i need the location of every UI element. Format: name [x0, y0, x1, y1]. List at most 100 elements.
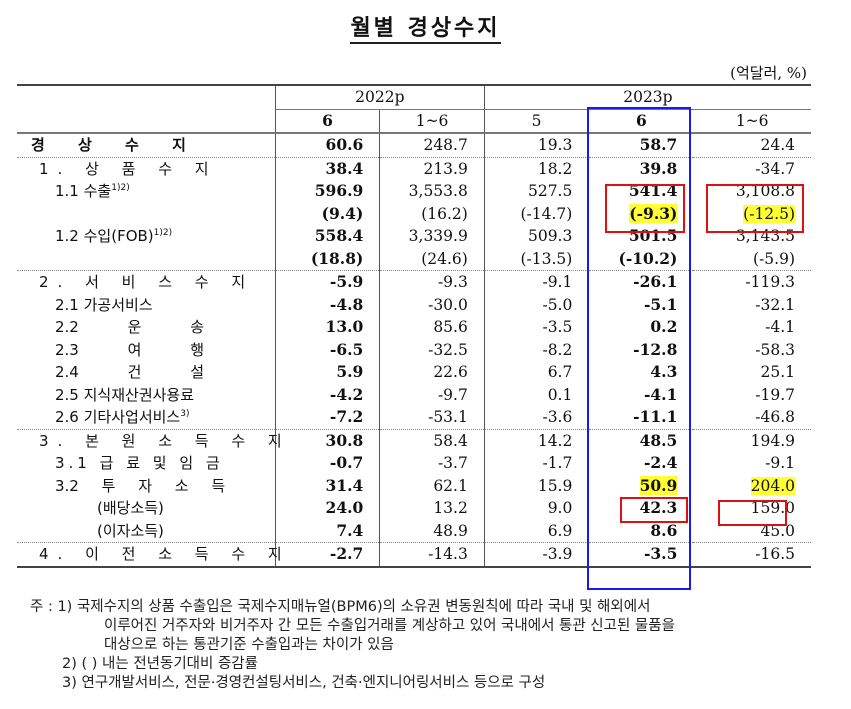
cell: -4.1 — [765, 318, 795, 336]
cell: (-14.7) — [483, 202, 589, 225]
cell: 19.3 — [483, 133, 589, 157]
header-year-row: 2022p 2023p — [17, 84, 811, 134]
cell: 213.9 — [379, 156, 485, 180]
cell: 30.8 — [274, 428, 380, 452]
cell: -119.3 — [693, 270, 811, 294]
cell-highlighted: (-9.3) — [588, 202, 694, 225]
cell: 48.5 — [588, 428, 694, 452]
cell: -1.7 — [483, 452, 589, 475]
footnote-1-line2: 이루어진 거주자와 비거주자 간 모든 수출입거래를 계상하고 있어 국내에서 … — [104, 618, 675, 634]
cell: 527.5 — [483, 180, 589, 203]
cell: 14.2 — [483, 428, 589, 452]
table-row-exports-growth: (9.4) (16.2) (-14.7) (-9.3) (-12.5) — [17, 202, 811, 225]
cell: 8.6 — [588, 519, 694, 543]
cell: 159.0 — [750, 499, 795, 517]
cell: 194.9 — [693, 428, 811, 452]
row-label: 4. 이 전 소 득 수 지 — [17, 542, 282, 568]
cell: -14.3 — [379, 542, 485, 568]
cell-highlighted: 50.9 — [588, 474, 694, 497]
footnotes: 주 : 1) 국제수지의 상품 수출입은 국제수지매뉴얼(BPM6)의 소유권 … — [30, 598, 675, 693]
cell: 45.0 — [760, 521, 795, 540]
page-title: 월별 경상수지 — [0, 10, 851, 44]
table-row-ip-charges: 2.5 지식재산권사용료 -4.2 -9.7 0.1 -4.1 -19.7 — [17, 383, 811, 406]
row-label: 2.3 여 행 — [55, 340, 204, 359]
cell: -2.4 — [588, 452, 694, 475]
table-row-imports-growth: (18.8) (24.6) (-13.5) (-10.2) (-5.9) — [17, 247, 811, 271]
footnote-3: 3) 연구개발서비스, 전문·경영컨설팅서비스, 건축·엔지니어링서비스 등으로… — [62, 675, 546, 691]
cell: 18.2 — [483, 156, 589, 180]
row-label: 2.1 가공서비스 — [55, 295, 153, 314]
cell: -9.7 — [379, 383, 485, 406]
table-row-exports: 1.1 수출1)2) 596.9 3,553.8 527.5 541.4 3,1… — [17, 180, 811, 203]
cell: -9.1 — [765, 454, 795, 472]
cell: -0.7 — [274, 452, 380, 475]
cell: 3,553.8 — [379, 180, 485, 203]
footnote-1-line3: 대상으로 하는 통관기준 수출입과는 차이가 있음 — [104, 637, 394, 653]
row-label: 2. 서 비 스 수 지 — [17, 270, 276, 294]
table-row-primary-income: 3. 본 원 소 득 수 지 30.8 58.4 14.2 48.5 194.9 — [17, 428, 811, 452]
cell: 0.2 — [588, 316, 694, 339]
cell: -4.2 — [274, 383, 380, 406]
table-row-manufacturing-services: 2.1 가공서비스 -4.8 -30.0 -5.0 -5.1 -32.1 — [17, 293, 811, 316]
header-col-2023-1-6: 1~6 — [693, 109, 811, 134]
cell: 3,143.5 — [735, 227, 795, 245]
cell: 62.1 — [379, 474, 485, 497]
cell: -3.5 — [588, 542, 694, 568]
cell: 558.4 — [274, 225, 380, 248]
row-label: (이자소득) — [97, 521, 164, 540]
cell: (16.2) — [379, 202, 485, 225]
row-label: 3.1 급 료 및 임 금 — [55, 454, 224, 472]
cell: -9.3 — [379, 270, 485, 294]
cell: 5.9 — [274, 361, 380, 384]
cell: 31.4 — [274, 474, 380, 497]
cell: -3.9 — [483, 542, 589, 568]
cell: -8.2 — [483, 338, 589, 361]
header-col-2023-6: 6 — [588, 109, 694, 134]
cell: -16.5 — [693, 542, 811, 568]
cell: 0.1 — [483, 383, 589, 406]
cell: 48.9 — [379, 519, 485, 543]
row-label: 3. 본 원 소 득 수 지 — [17, 428, 282, 452]
cell: 13.2 — [379, 497, 485, 520]
table-row-imports: 1.2 수입(FOB)1)2) 558.4 3,339.9 509.3 501.… — [17, 225, 811, 248]
cell: 9.0 — [483, 497, 589, 520]
cell: -32.1 — [755, 295, 795, 314]
cell: 58.7 — [588, 133, 694, 157]
cell: -58.3 — [755, 340, 795, 359]
table-row-secondary-income: 4. 이 전 소 득 수 지 -2.7 -14.3 -3.9 -3.5 -16.… — [17, 542, 811, 568]
cell: 25.1 — [760, 363, 795, 381]
cell: -30.0 — [379, 293, 485, 316]
cell: 4.3 — [588, 361, 694, 384]
footnote-ref: 1)2) — [153, 228, 173, 238]
cell: 22.6 — [379, 361, 485, 384]
cell: -9.1 — [483, 270, 589, 294]
table-row-construction: 2.4 건 설 5.9 22.6 6.7 4.3 25.1 — [17, 361, 811, 384]
cell: 509.3 — [483, 225, 589, 248]
row-label: 1.1 수출1)2) — [55, 182, 130, 200]
cell: 3,108.8 — [735, 182, 795, 200]
header-col-2023-5: 5 — [483, 109, 589, 134]
cell: -19.7 — [755, 385, 795, 404]
header-blank — [17, 84, 276, 134]
cell: 42.3 — [588, 497, 694, 520]
header-col-2022-6: 6 — [274, 109, 380, 134]
table-row-transport: 2.2 운 송 13.0 85.6 -3.5 0.2 -4.1 — [17, 316, 811, 339]
cell: 24.0 — [274, 497, 380, 520]
cell: -7.2 — [274, 406, 380, 429]
cell: 6.7 — [483, 361, 589, 384]
cell: (-13.5) — [483, 247, 589, 271]
cell: -3.6 — [483, 406, 589, 429]
header-month-row: 6 1~6 5 6 1~6 — [17, 109, 811, 134]
cell: -5.1 — [588, 293, 694, 316]
table-row-interest: (이자소득) 7.4 48.9 6.9 8.6 45.0 — [17, 519, 811, 543]
footnote-2: 2) ( ) 내는 전년동기대비 증감률 — [62, 656, 258, 672]
cell: 541.4 — [588, 180, 694, 203]
cell: (18.8) — [274, 247, 380, 271]
cell: 501.5 — [588, 225, 694, 248]
table-row-goods: 1. 상 품 수 지 38.4 213.9 18.2 39.8 -34.7 — [17, 156, 811, 180]
table-row-compensation: 3.1 급 료 및 임 금 -0.7 -3.7 -1.7 -2.4 -9.1 — [17, 452, 811, 475]
unit-label: (억달러, %) — [730, 64, 807, 82]
cell: -3.5 — [483, 316, 589, 339]
cell: -32.5 — [379, 338, 485, 361]
cell: 24.4 — [760, 136, 795, 154]
